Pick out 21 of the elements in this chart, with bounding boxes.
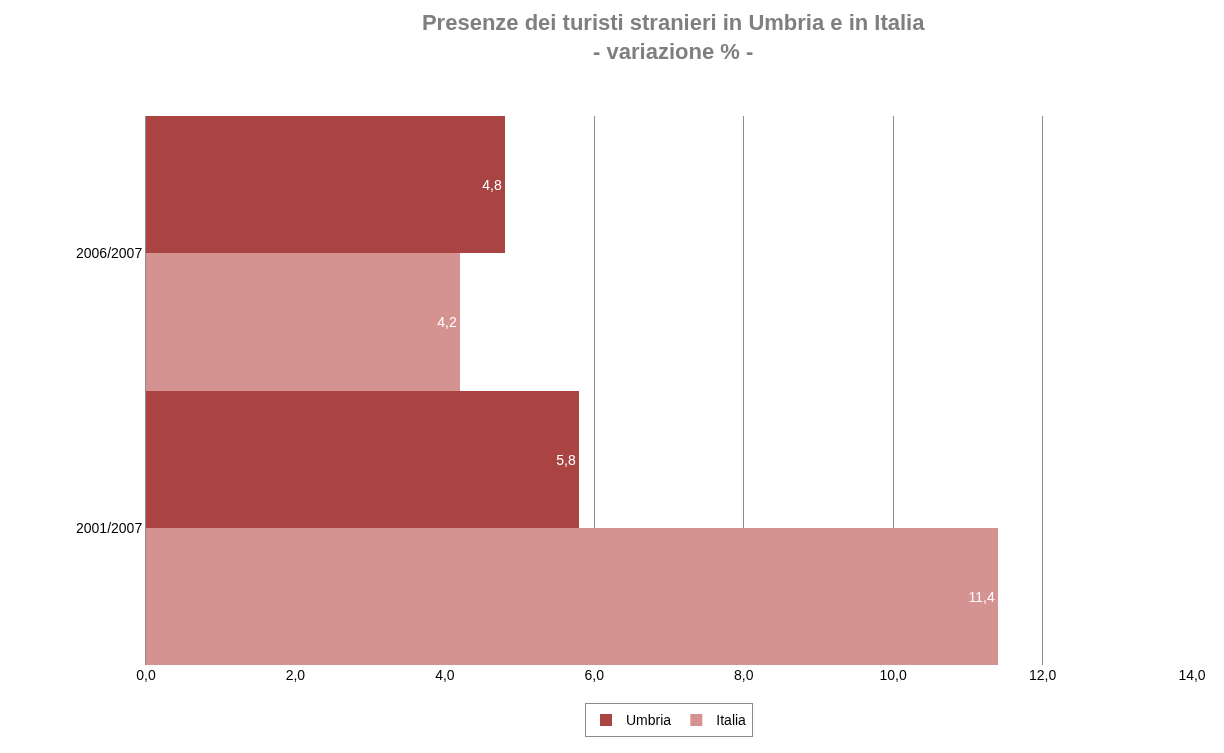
x-tick-label: 2,0 <box>285 667 306 683</box>
data-label: 5,8 <box>556 451 576 468</box>
x-tick-label: 10,0 <box>879 667 907 683</box>
x-tick-label: 0,0 <box>136 667 156 683</box>
y-tick-label: 2001/2007 <box>76 519 143 536</box>
bar <box>146 116 505 253</box>
y-tick-label: 2006/2007 <box>76 245 143 262</box>
data-label: 11,4 <box>968 588 995 605</box>
data-label: 4,8 <box>482 176 502 193</box>
x-tick-label: 4,0 <box>435 667 455 683</box>
x-tick-label: 14,0 <box>1178 667 1206 683</box>
data-label: 4,2 <box>437 314 457 330</box>
x-tick-label: 12,0 <box>1028 667 1057 683</box>
bar <box>146 253 460 391</box>
x-tick-label: 6,0 <box>584 667 605 683</box>
bar <box>146 528 998 665</box>
x-tick-label: 8,0 <box>733 667 754 683</box>
legend-label: Italia <box>716 712 747 729</box>
chart-title: Presenze dei turisti stranieri in Umbria e in Italia - variazione % - <box>421 10 926 64</box>
legend-label: Umbria <box>626 712 672 729</box>
bar <box>146 391 579 528</box>
